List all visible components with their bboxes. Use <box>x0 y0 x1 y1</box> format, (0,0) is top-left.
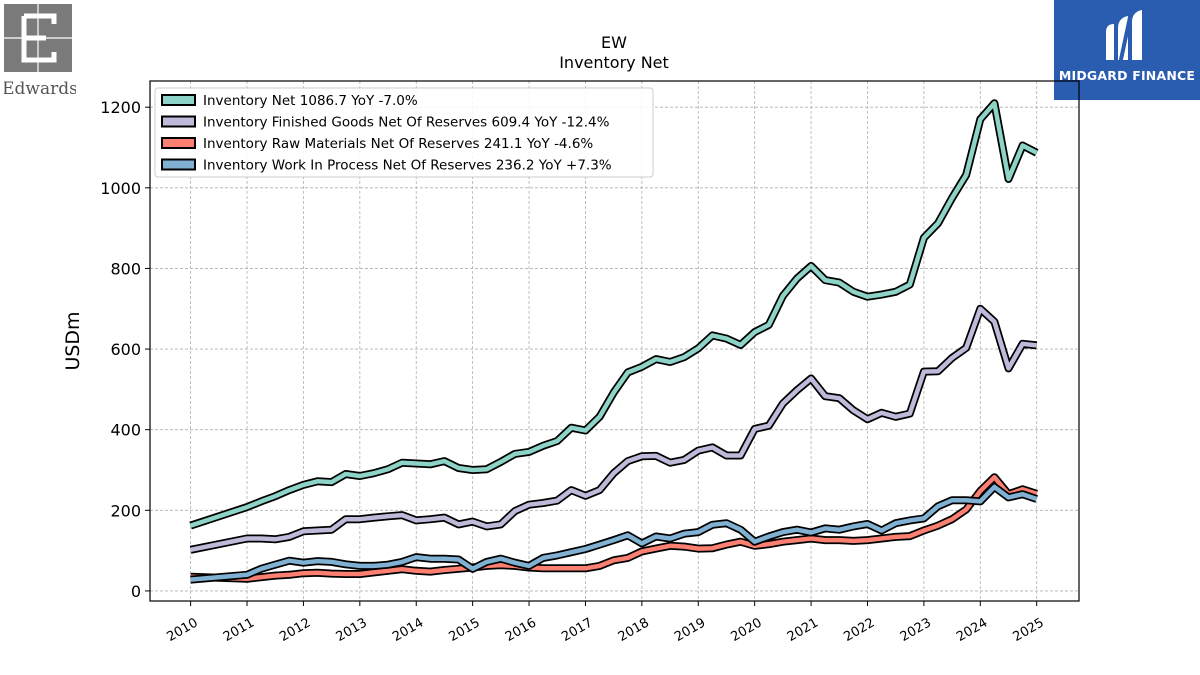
y-axis-ticks: 0 200 400 600 800 1000 1200 <box>100 98 150 601</box>
y-tick-label: 1000 <box>100 179 141 198</box>
x-tick-label: 2018 <box>616 615 652 645</box>
x-tick-label: 2017 <box>559 615 595 645</box>
series-line-2 <box>190 474 1038 582</box>
legend-swatch <box>161 137 196 149</box>
x-tick-label: 2025 <box>1011 615 1047 645</box>
y-tick-label: 800 <box>110 259 141 278</box>
x-tick-label: 2010 <box>164 615 200 645</box>
legend-label: Inventory Net 1086.7 YoY -7.0% <box>203 93 418 109</box>
y-tick-label: 1200 <box>100 98 141 117</box>
x-tick-label: 2022 <box>841 615 877 645</box>
legend-box <box>154 87 654 178</box>
series-line-3 <box>190 484 1038 582</box>
x-tick-label: 2011 <box>221 615 257 645</box>
x-tick-label: 2019 <box>672 615 708 645</box>
midgard-finance-logo: MIDGARD FINANCE <box>1054 0 1200 100</box>
series-line-0 <box>189 100 1038 528</box>
y-axis-label: USDm <box>62 311 84 370</box>
y-tick-label: 200 <box>110 501 141 520</box>
legend-swatch <box>161 94 196 106</box>
x-tick-label: 2016 <box>503 615 539 645</box>
y-tick-label: 400 <box>110 421 141 440</box>
legend-label: Inventory Raw Materials Net Of Reserves … <box>203 136 593 152</box>
legend-swatch <box>161 115 196 128</box>
legend-swatch <box>161 158 196 171</box>
legend-label: Inventory Work In Process Net Of Reserve… <box>203 158 612 174</box>
series-lines <box>189 99 1039 584</box>
y-tick-label: 0 <box>131 582 141 601</box>
edwards-logo: Edwards <box>2 4 78 100</box>
legend: Inventory Net 1086.7 YoY -7.0% Inventory … <box>154 87 654 178</box>
x-tick-label: 2013 <box>334 615 370 645</box>
midgard-logo-text: MIDGARD FINANCE <box>1058 68 1196 83</box>
x-tick-label: 2012 <box>277 615 313 645</box>
x-tick-label: 2021 <box>785 615 821 645</box>
plot-frame <box>149 80 1080 602</box>
edwards-emblem-icon: Edwards <box>2 4 78 99</box>
x-tick-label: 2015 <box>446 615 482 645</box>
midgard-emblem-icon <box>1106 8 1142 64</box>
chart-subtitle: Inventory Net <box>559 53 669 72</box>
chart-title: EW <box>601 33 627 52</box>
x-tick-label: 2020 <box>729 615 765 645</box>
x-tick-label: 2023 <box>898 615 934 645</box>
x-axis-ticks: 2010 2011 2012 2013 2014 2015 2016 2017 2018 2019… <box>164 601 1047 645</box>
series-line-1 <box>190 306 1037 553</box>
x-tick-label: 2014 <box>390 615 426 645</box>
edwards-logo-text: Edwards <box>4 79 76 99</box>
y-tick-label: 600 <box>110 340 141 359</box>
legend-label: Inventory Finished Goods Net Of Reserves… <box>203 115 610 131</box>
x-tick-label: 2024 <box>954 615 990 645</box>
